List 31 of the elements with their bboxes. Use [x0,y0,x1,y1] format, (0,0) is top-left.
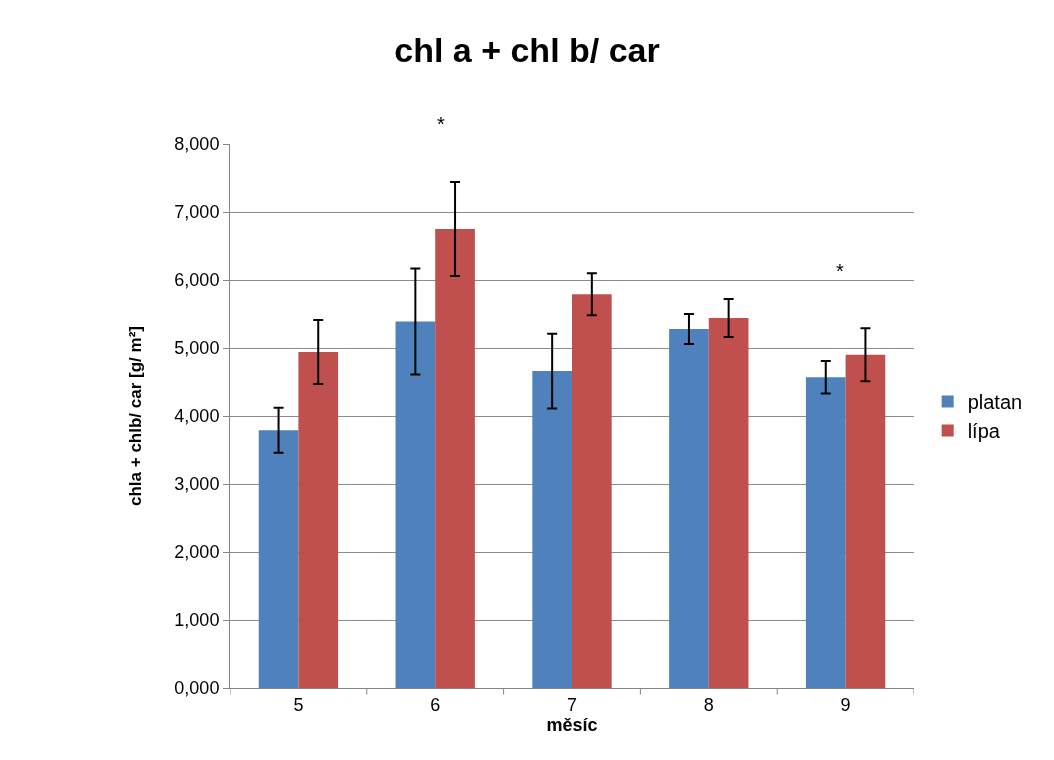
chart-title: chl a + chl b/ car [394,30,660,69]
bar [572,294,612,688]
bar [708,318,749,688]
y-tick-label: 7,000 [174,202,220,223]
y-tick-label: 1,000 [174,610,220,631]
x-tick-label: 9 [840,694,851,715]
x-tick-label: 7 [566,694,578,715]
x-tick-label: 6 [430,694,441,715]
y-axis-title: chla + chlb/ car [g/ m²] [125,326,145,506]
bar [845,354,886,688]
bar [805,377,846,688]
bar [298,352,339,688]
legend-label: platan [967,391,1023,414]
y-tick-label: 5,000 [174,338,220,359]
bar [395,321,436,688]
bar [435,229,475,688]
x-tick-label: 5 [293,694,304,715]
y-tick-label: 6,000 [174,270,220,291]
bar [532,371,572,688]
y-tick-label: 3,000 [174,474,220,495]
y-tick-label: 8,000 [174,134,220,155]
legend-label: lípa [967,420,1001,443]
x-tick-label: 8 [703,694,714,715]
y-tick-label: 4,000 [174,406,220,427]
bar [258,430,299,688]
annotation: * [836,260,844,282]
y-tick-label: 2,000 [174,542,220,563]
x-axis-title: měsíc [546,714,598,735]
text: * [437,113,445,135]
bar [669,328,709,688]
y-tick-label: 0,000 [174,678,220,699]
